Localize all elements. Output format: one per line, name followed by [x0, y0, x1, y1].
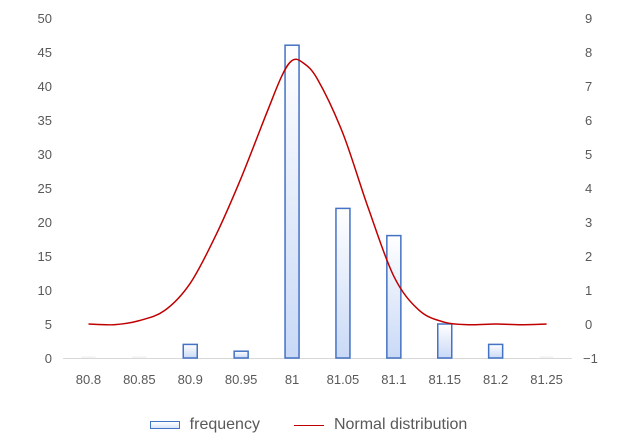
frequency-bar — [182, 343, 198, 359]
y-left-tick-label: 10 — [38, 283, 52, 298]
x-tick-label: 81.05 — [327, 372, 360, 387]
y-right-tick-label: 0 — [585, 317, 592, 332]
y-right-tick-label: 7 — [585, 79, 592, 94]
y-axis-right: −1 0 1 2 3 4 5 6 7 8 9 — [583, 11, 598, 366]
x-tick-label: 81.1 — [381, 372, 406, 387]
y-left-tick-label: 5 — [45, 317, 52, 332]
frequency-bar — [539, 356, 554, 358]
legend-label-normal: Normal distribution — [333, 416, 468, 433]
frequency-bar — [386, 234, 402, 359]
y-left-tick-label: 0 — [45, 351, 52, 366]
x-tick-label: 80.9 — [178, 372, 203, 387]
x-tick-label: 81.25 — [530, 372, 563, 387]
frequency-bars — [81, 44, 554, 359]
legend: frequency Normal distribution — [0, 414, 617, 436]
y-right-tick-label: 3 — [585, 215, 592, 230]
y-right-tick-label: 4 — [585, 181, 592, 196]
y-right-tick-label: 6 — [585, 113, 592, 128]
x-tick-label: 81.15 — [428, 372, 461, 387]
frequency-bar — [437, 323, 453, 359]
y-right-tick-label: 8 — [585, 45, 592, 60]
legend-swatch-normal — [293, 424, 324, 426]
x-tick-label: 80.8 — [76, 372, 101, 387]
legend-swatch-frequency — [149, 421, 180, 429]
y-left-tick-label: 35 — [38, 113, 52, 128]
x-axis: 80.8 80.85 80.9 80.95 81 81.05 81.1 81.15 81.2 81… — [76, 372, 563, 387]
y-right-tick-label: 2 — [585, 249, 592, 264]
legend-label-frequency: frequency — [189, 416, 260, 433]
y-right-tick-label: 9 — [585, 11, 592, 26]
y-right-tick-label: 5 — [585, 147, 592, 162]
y-left-tick-label: 30 — [38, 147, 52, 162]
x-tick-label: 80.85 — [123, 372, 156, 387]
frequency-bar — [132, 356, 147, 358]
y-right-tick-label: 1 — [585, 283, 592, 298]
y-left-tick-label: 45 — [38, 45, 52, 60]
normal-distribution-line — [88, 58, 547, 326]
y-left-tick-label: 40 — [38, 79, 52, 94]
y-axis-left: 0 5 10 15 20 25 30 35 40 45 50 — [38, 11, 52, 366]
frequency-bar — [284, 44, 300, 359]
legend-item-normal: Normal distribution — [293, 416, 468, 434]
frequency-bar — [487, 343, 504, 359]
frequency-bar — [335, 207, 351, 359]
frequency-bar — [233, 350, 249, 359]
x-tick-label: 80.95 — [225, 372, 258, 387]
y-left-tick-label: 50 — [38, 11, 52, 26]
y-left-tick-label: 20 — [38, 215, 52, 230]
frequency-bar — [81, 356, 96, 358]
y-left-tick-label: 15 — [38, 249, 52, 264]
x-tick-label: 81 — [285, 372, 299, 387]
legend-item-frequency: frequency — [149, 416, 260, 434]
y-right-tick-label: −1 — [583, 351, 598, 366]
y-left-tick-label: 25 — [38, 181, 52, 196]
x-tick-label: 81.2 — [483, 372, 508, 387]
